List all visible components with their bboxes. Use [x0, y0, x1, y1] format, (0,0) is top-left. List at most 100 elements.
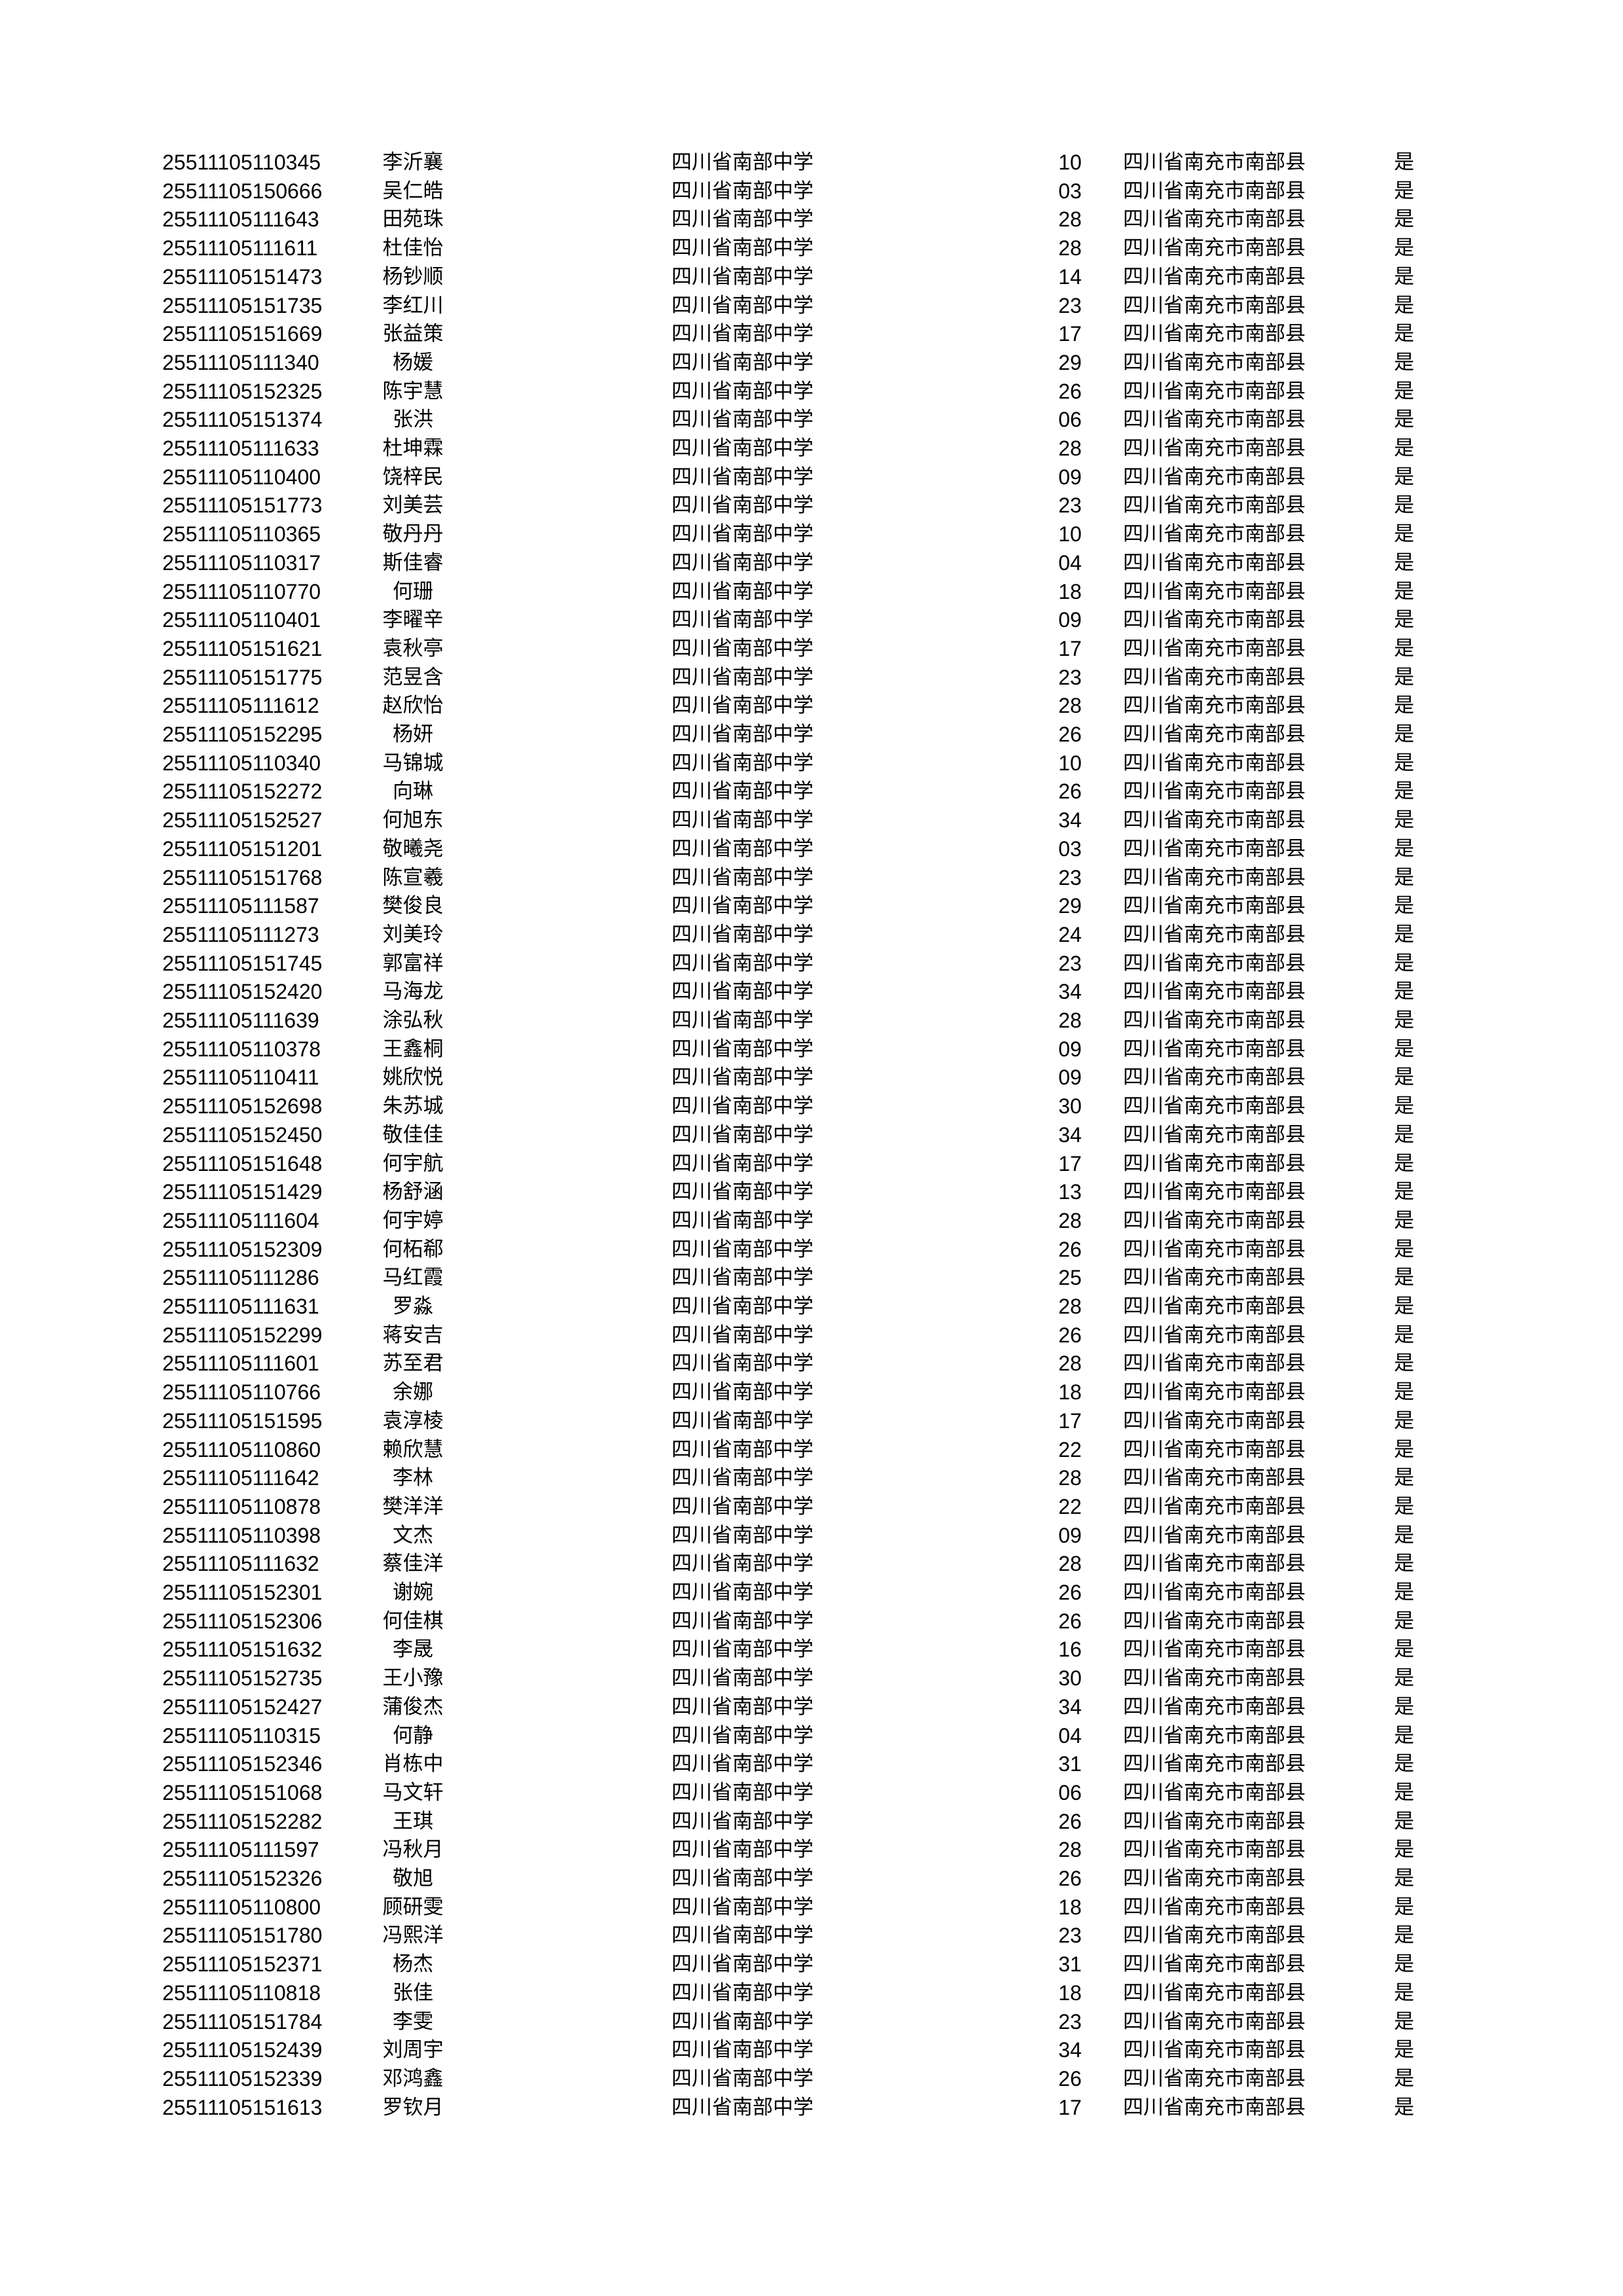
school-cell: 四川省南部中学: [671, 780, 813, 804]
exam-id-cell: 25511105110365: [162, 522, 321, 547]
exam-id-cell: 25511105151068: [162, 1780, 323, 1804]
region-cell: 四川省南充市南部县: [1123, 1009, 1306, 1032]
number-cell: 23: [1058, 293, 1082, 317]
exam-id-cell: 25511105151613: [162, 2095, 323, 2119]
region-cell: 四川省南充市南部县: [1123, 836, 1306, 861]
name-cell: 马文轩: [382, 1780, 444, 1804]
flag-cell: 是: [1394, 264, 1414, 289]
name-cell: 李红川: [382, 293, 444, 317]
school-cell: 四川省南部中学: [671, 151, 813, 174]
table-row: 25511105111632 蔡佳洋 四川省南部中学 28 四川省南充市南部县 是: [0, 1549, 1623, 1578]
number-cell: 13: [1058, 1180, 1082, 1204]
table-row: 25511105152698 朱苏城 四川省南部中学 30 四川省南充市南部县 是: [0, 1092, 1623, 1121]
exam-id-cell: 25511105111631: [162, 1295, 319, 1318]
exam-id-cell: 25511105152420: [162, 980, 323, 1004]
school-cell: 四川省南部中学: [671, 723, 813, 746]
table-row: 25511105151773 刘美芸 四川省南部中学 23 四川省南充市南部县 是: [0, 491, 1623, 520]
school-cell: 四川省南部中学: [671, 1323, 813, 1347]
number-cell: 17: [1058, 636, 1082, 660]
school-cell: 四川省南部中学: [671, 1151, 813, 1175]
exam-id-cell: 25511105152301: [162, 1581, 323, 1604]
number-cell: 17: [1058, 322, 1082, 346]
table-row: 25511105111633 杜坤霖 四川省南部中学 28 四川省南充市南部县 是: [0, 434, 1623, 463]
number-cell: 34: [1058, 2038, 1082, 2062]
table-row: 25511105151784 李雯 四川省南部中学 23 四川省南充市南部县 是: [0, 2007, 1623, 2036]
table-row: 25511105151429 杨舒涵 四川省南部中学 13 四川省南充市南部县 是: [0, 1177, 1623, 1206]
name-cell: 樊洋洋: [382, 1494, 444, 1518]
exam-id-cell: 25511105110317: [162, 550, 321, 575]
school-cell: 四川省南部中学: [671, 865, 813, 889]
name-cell: 杨妍: [393, 723, 433, 746]
school-cell: 四川省南部中学: [671, 1523, 813, 1547]
table-row: 25511105110378 王鑫桐 四川省南部中学 09 四川省南充市南部县 是: [0, 1035, 1623, 1064]
region-cell: 四川省南充市南部县: [1123, 1981, 1306, 2005]
name-cell: 杨钞顺: [382, 264, 444, 289]
school-cell: 四川省南部中学: [671, 1838, 813, 1862]
table-row: 25511105152339 邓鸿鑫 四川省南部中学 26 四川省南充市南部县 是: [0, 2064, 1623, 2093]
number-cell: 18: [1058, 1380, 1082, 1405]
table-row: 25511105152295 杨妍 四川省南部中学 26 四川省南充市南部县 是: [0, 720, 1623, 749]
region-cell: 四川省南充市南部县: [1123, 1066, 1306, 1090]
number-cell: 17: [1058, 2095, 1082, 2119]
school-cell: 四川省南部中学: [671, 1066, 813, 1090]
flag-cell: 是: [1394, 1408, 1414, 1433]
exam-id-cell: 25511105150666: [162, 179, 323, 203]
exam-id-cell: 25511105111601: [162, 1352, 319, 1376]
name-cell: 邓鸿鑫: [382, 2066, 444, 2090]
name-cell: 王鑫桐: [382, 1037, 444, 1061]
name-cell: 杨杰: [393, 1952, 433, 1977]
name-cell: 敬旭: [393, 1867, 433, 1890]
table-row: 25511105151780 冯熙洋 四川省南部中学 23 四川省南充市南部县 是: [0, 1921, 1623, 1950]
school-cell: 四川省南部中学: [671, 608, 813, 632]
school-cell: 四川省南部中学: [671, 1867, 813, 1890]
name-cell: 田苑珠: [382, 207, 444, 232]
school-cell: 四川省南部中学: [671, 2095, 813, 2119]
school-cell: 四川省南部中学: [671, 264, 813, 289]
region-cell: 四川省南充市南部县: [1123, 1952, 1306, 1977]
name-cell: 向琳: [393, 780, 433, 804]
flag-cell: 是: [1394, 636, 1414, 660]
school-cell: 四川省南部中学: [671, 293, 813, 317]
flag-cell: 是: [1394, 1494, 1414, 1518]
name-cell: 何旭东: [382, 808, 444, 833]
flag-cell: 是: [1394, 723, 1414, 746]
number-cell: 16: [1058, 1638, 1082, 1662]
name-cell: 陈宇慧: [382, 379, 444, 403]
region-cell: 四川省南充市南部县: [1123, 1237, 1306, 1261]
region-cell: 四川省南充市南部县: [1123, 1094, 1306, 1119]
table-row: 25511105152309 何柘郗 四川省南部中学 26 四川省南充市南部县 是: [0, 1235, 1623, 1264]
school-cell: 四川省南部中学: [671, 550, 813, 575]
school-cell: 四川省南部中学: [671, 694, 813, 718]
region-cell: 四川省南充市南部县: [1123, 151, 1306, 174]
number-cell: 18: [1058, 1981, 1082, 2005]
exam-id-cell: 25511105110400: [162, 465, 321, 489]
region-cell: 四川省南充市南部县: [1123, 207, 1306, 232]
region-cell: 四川省南充市南部县: [1123, 694, 1306, 718]
region-cell: 四川省南充市南部县: [1123, 980, 1306, 1004]
exam-id-cell: 25511105151621: [162, 636, 323, 660]
flag-cell: 是: [1394, 322, 1414, 346]
school-cell: 四川省南部中学: [671, 1723, 813, 1748]
table-row: 25511105151201 敬曦尧 四川省南部中学 03 四川省南充市南部县 是: [0, 834, 1623, 863]
number-cell: 26: [1058, 1867, 1082, 1890]
number-cell: 09: [1058, 1066, 1082, 1090]
flag-cell: 是: [1394, 1752, 1414, 1776]
flag-cell: 是: [1394, 980, 1414, 1004]
exam-id-cell: 25511105151745: [162, 951, 323, 975]
region-cell: 四川省南充市南部县: [1123, 437, 1306, 460]
name-cell: 范昱含: [382, 665, 444, 689]
exam-id-cell: 25511105152272: [162, 780, 323, 804]
table-row: 25511105110345 李沂襄 四川省南部中学 10 四川省南充市南部县 是: [0, 148, 1623, 177]
school-cell: 四川省南部中学: [671, 1581, 813, 1604]
exam-id-cell: 25511105152527: [162, 808, 323, 833]
table-row: 25511105110770 何珊 四川省南部中学 18 四川省南充市南部县 是: [0, 577, 1623, 606]
flag-cell: 是: [1394, 579, 1414, 603]
name-cell: 罗淼: [393, 1295, 433, 1318]
exam-id-cell: 25511105151632: [162, 1638, 323, 1662]
exam-id-cell: 25511105151595: [162, 1408, 323, 1433]
region-cell: 四川省南充市南部县: [1123, 1666, 1306, 1691]
flag-cell: 是: [1394, 1609, 1414, 1633]
region-cell: 四川省南充市南部县: [1123, 379, 1306, 403]
region-cell: 四川省南充市南部县: [1123, 1809, 1306, 1833]
table-row: 25511105152450 敬佳佳 四川省南部中学 34 四川省南充市南部县 是: [0, 1121, 1623, 1149]
